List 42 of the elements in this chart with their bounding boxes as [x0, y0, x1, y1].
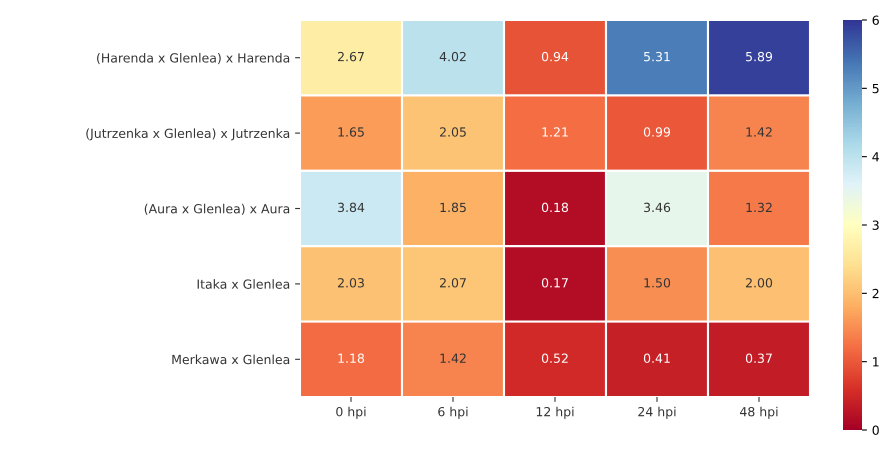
color-bar-label: 4: [872, 152, 879, 162]
data-label: 2.67: [338, 52, 364, 62]
x-tick-label: 6 hpi: [438, 406, 468, 419]
data-label: 1.32: [746, 202, 772, 212]
data-label: 3.84: [338, 202, 364, 212]
x-tick-label: 24 hpi: [638, 406, 676, 419]
y-tick-label: (Jutrzenka x Glenlea) x Jutrzenka: [86, 128, 290, 140]
color-bar-label: 3: [872, 220, 879, 230]
data-label: 1.42: [440, 353, 466, 363]
data-label: 4.02: [440, 52, 466, 62]
data-label: 0.18: [542, 202, 568, 212]
x-tick-label: 12 hpi: [536, 406, 574, 419]
data-label: 0.17: [542, 278, 568, 288]
data-label: 1.85: [440, 202, 466, 212]
data-label: 3.46: [644, 202, 670, 212]
y-tick-label: Merkawa x Glenlea: [172, 354, 290, 364]
data-label: 5.31: [644, 52, 670, 62]
color-bar-label: 1: [873, 357, 879, 366]
y-tick-label: Itaka x Glenlea: [198, 279, 290, 289]
data-label: 2.03: [338, 278, 364, 288]
y-tick-label: (Aura x Glenlea) x Aura: [144, 204, 290, 215]
color-bar-label: 0: [872, 425, 879, 435]
data-label: 1.50: [644, 278, 670, 288]
data-label: 0.99: [644, 127, 670, 137]
color-bar-label: 6: [872, 15, 879, 25]
data-label: 1.18: [338, 353, 364, 363]
data-label: 1.21: [542, 127, 568, 137]
x-tick-label: 48 hpi: [740, 406, 778, 419]
data-label: 0.94: [542, 52, 568, 62]
data-label: 0.41: [644, 353, 670, 363]
color-bar-label: 5: [872, 84, 879, 94]
data-label: 2.07: [440, 278, 466, 288]
data-label: 5.89: [746, 52, 772, 62]
data-label: 0.52: [542, 353, 568, 363]
color-bar-label: 2: [872, 288, 878, 298]
y-tick-label: (Harenda x Glenlea) x Harenda: [97, 52, 290, 64]
data-label: 2.00: [746, 278, 772, 288]
data-label: 2.05: [440, 127, 466, 137]
data-label: 1.42: [746, 127, 772, 137]
x-tick-label: 0 hpi: [336, 406, 366, 419]
data-label: 0.37: [746, 353, 772, 363]
data-label: 1.65: [338, 127, 364, 137]
